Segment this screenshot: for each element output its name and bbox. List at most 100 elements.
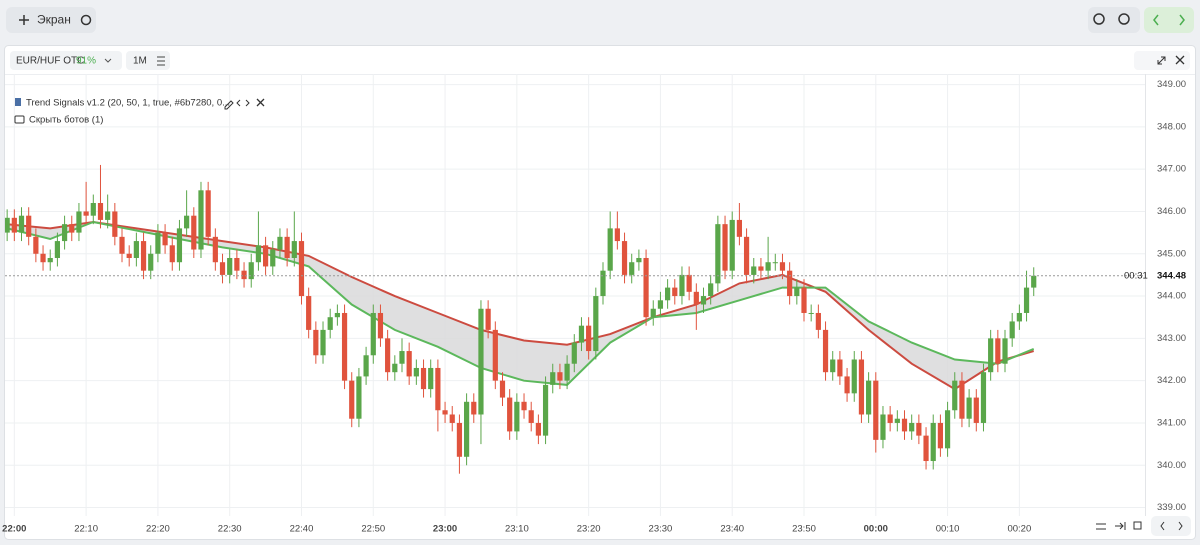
candle-body (349, 380, 355, 419)
hide-bots[interactable]: Скрыть ботов (1) (29, 115, 103, 126)
settings-toggle[interactable] (1096, 523, 1106, 530)
candle-body (751, 266, 757, 275)
nav-group (1144, 7, 1194, 33)
candle-body (607, 228, 613, 271)
candle-body (657, 300, 664, 309)
candle-body (492, 329, 498, 381)
y-tick-label: 342.00 (1157, 375, 1186, 386)
candle-body (255, 245, 262, 263)
x-tick-label: 00:10 (936, 524, 960, 535)
indicator-label: Trend Signals v1.2 (20, 50, 1, true, #6b… (26, 98, 230, 109)
edit-icon[interactable] (224, 100, 234, 110)
candle-body (894, 418, 900, 423)
candle-body (988, 338, 994, 373)
candle-body (277, 236, 283, 250)
candle-body (11, 217, 17, 233)
candle-body (952, 380, 958, 411)
candle-body (614, 228, 620, 242)
candle-body (428, 367, 434, 390)
candle-body (47, 257, 53, 263)
candle-body (880, 414, 886, 440)
add-screen-button[interactable] (6, 7, 96, 33)
candle-body (650, 308, 656, 318)
zoom-out[interactable] (1118, 13, 1130, 25)
candle-body (621, 241, 628, 275)
candle-body (679, 274, 685, 297)
x-tick-label: 23:40 (720, 524, 744, 535)
candle-body (901, 418, 908, 432)
candle-body (837, 359, 843, 377)
candle-body (291, 241, 297, 258)
chevron (104, 58, 112, 63)
candle-body (313, 329, 319, 356)
scroll-arrows[interactable] (1160, 521, 1183, 531)
candle-body (528, 410, 534, 423)
candle-body (916, 422, 922, 436)
candle-body (413, 367, 419, 377)
candle-body (18, 215, 25, 233)
candle-body (815, 312, 821, 330)
grid (5, 74, 1145, 516)
candle-body (542, 384, 549, 436)
candle-body (435, 367, 441, 411)
y-tick-label: 344.00 (1157, 291, 1186, 302)
candle-body (665, 287, 671, 301)
copy-icon[interactable] (1133, 521, 1142, 530)
candle-body (557, 372, 563, 381)
candle-body (155, 232, 161, 254)
candle-body (578, 325, 585, 343)
countdown: 00:31 (1124, 270, 1148, 281)
candle-body (930, 422, 936, 462)
code-icon[interactable] (236, 99, 250, 107)
candle-body (708, 283, 714, 297)
y-tick-label: 347.00 (1157, 164, 1186, 175)
candle-body (873, 380, 879, 440)
candle-body (485, 308, 491, 330)
candle-body (1023, 287, 1030, 313)
close-panel[interactable] (1175, 55, 1185, 65)
candle-body (140, 241, 147, 271)
nav-arrows[interactable] (1153, 14, 1185, 26)
candle-body (1031, 275, 1037, 288)
candle-body (219, 262, 226, 275)
candle-body (133, 241, 139, 258)
x-tick-label: 23:10 (505, 524, 529, 535)
candle-body (449, 414, 455, 423)
candle-body (851, 359, 857, 394)
candle-body (478, 308, 484, 415)
candle-body (40, 253, 46, 263)
candle-body (643, 257, 649, 318)
candle-body (463, 401, 470, 457)
candle-body (686, 274, 692, 292)
y-tick-label: 340.00 (1157, 460, 1186, 471)
candle-body (471, 401, 477, 415)
candle-body (858, 359, 865, 415)
zoom-in[interactable] (1093, 13, 1105, 25)
settings-icon[interactable] (80, 14, 92, 26)
zoom-group (1088, 7, 1140, 33)
x-tick-label: 00:00 (864, 524, 888, 535)
x-tick-label: 22:00 (2, 524, 26, 535)
symbol-selector[interactable] (10, 51, 122, 70)
candle-body (765, 262, 771, 271)
candle-body (370, 312, 376, 356)
candle-body (736, 219, 742, 237)
menu-icon[interactable] (157, 56, 165, 66)
candle-body (399, 351, 405, 364)
candle-body (844, 376, 850, 394)
candle-body (593, 296, 599, 352)
candle-body (205, 190, 211, 237)
candle-body (54, 241, 61, 258)
candle-body (1016, 312, 1022, 322)
symbol: EUR/HUF OTC (16, 56, 84, 67)
candle-body (406, 351, 412, 377)
scroll-to-end[interactable] (1115, 522, 1126, 530)
candle-body (169, 245, 175, 263)
remove-indicator[interactable] (256, 98, 265, 107)
y-tick-label: 343.00 (1157, 333, 1186, 344)
candle-body (909, 422, 915, 432)
x-tick-label: 23:50 (792, 524, 816, 535)
candle-body (61, 224, 68, 242)
expand-panel[interactable] (1157, 56, 1166, 65)
